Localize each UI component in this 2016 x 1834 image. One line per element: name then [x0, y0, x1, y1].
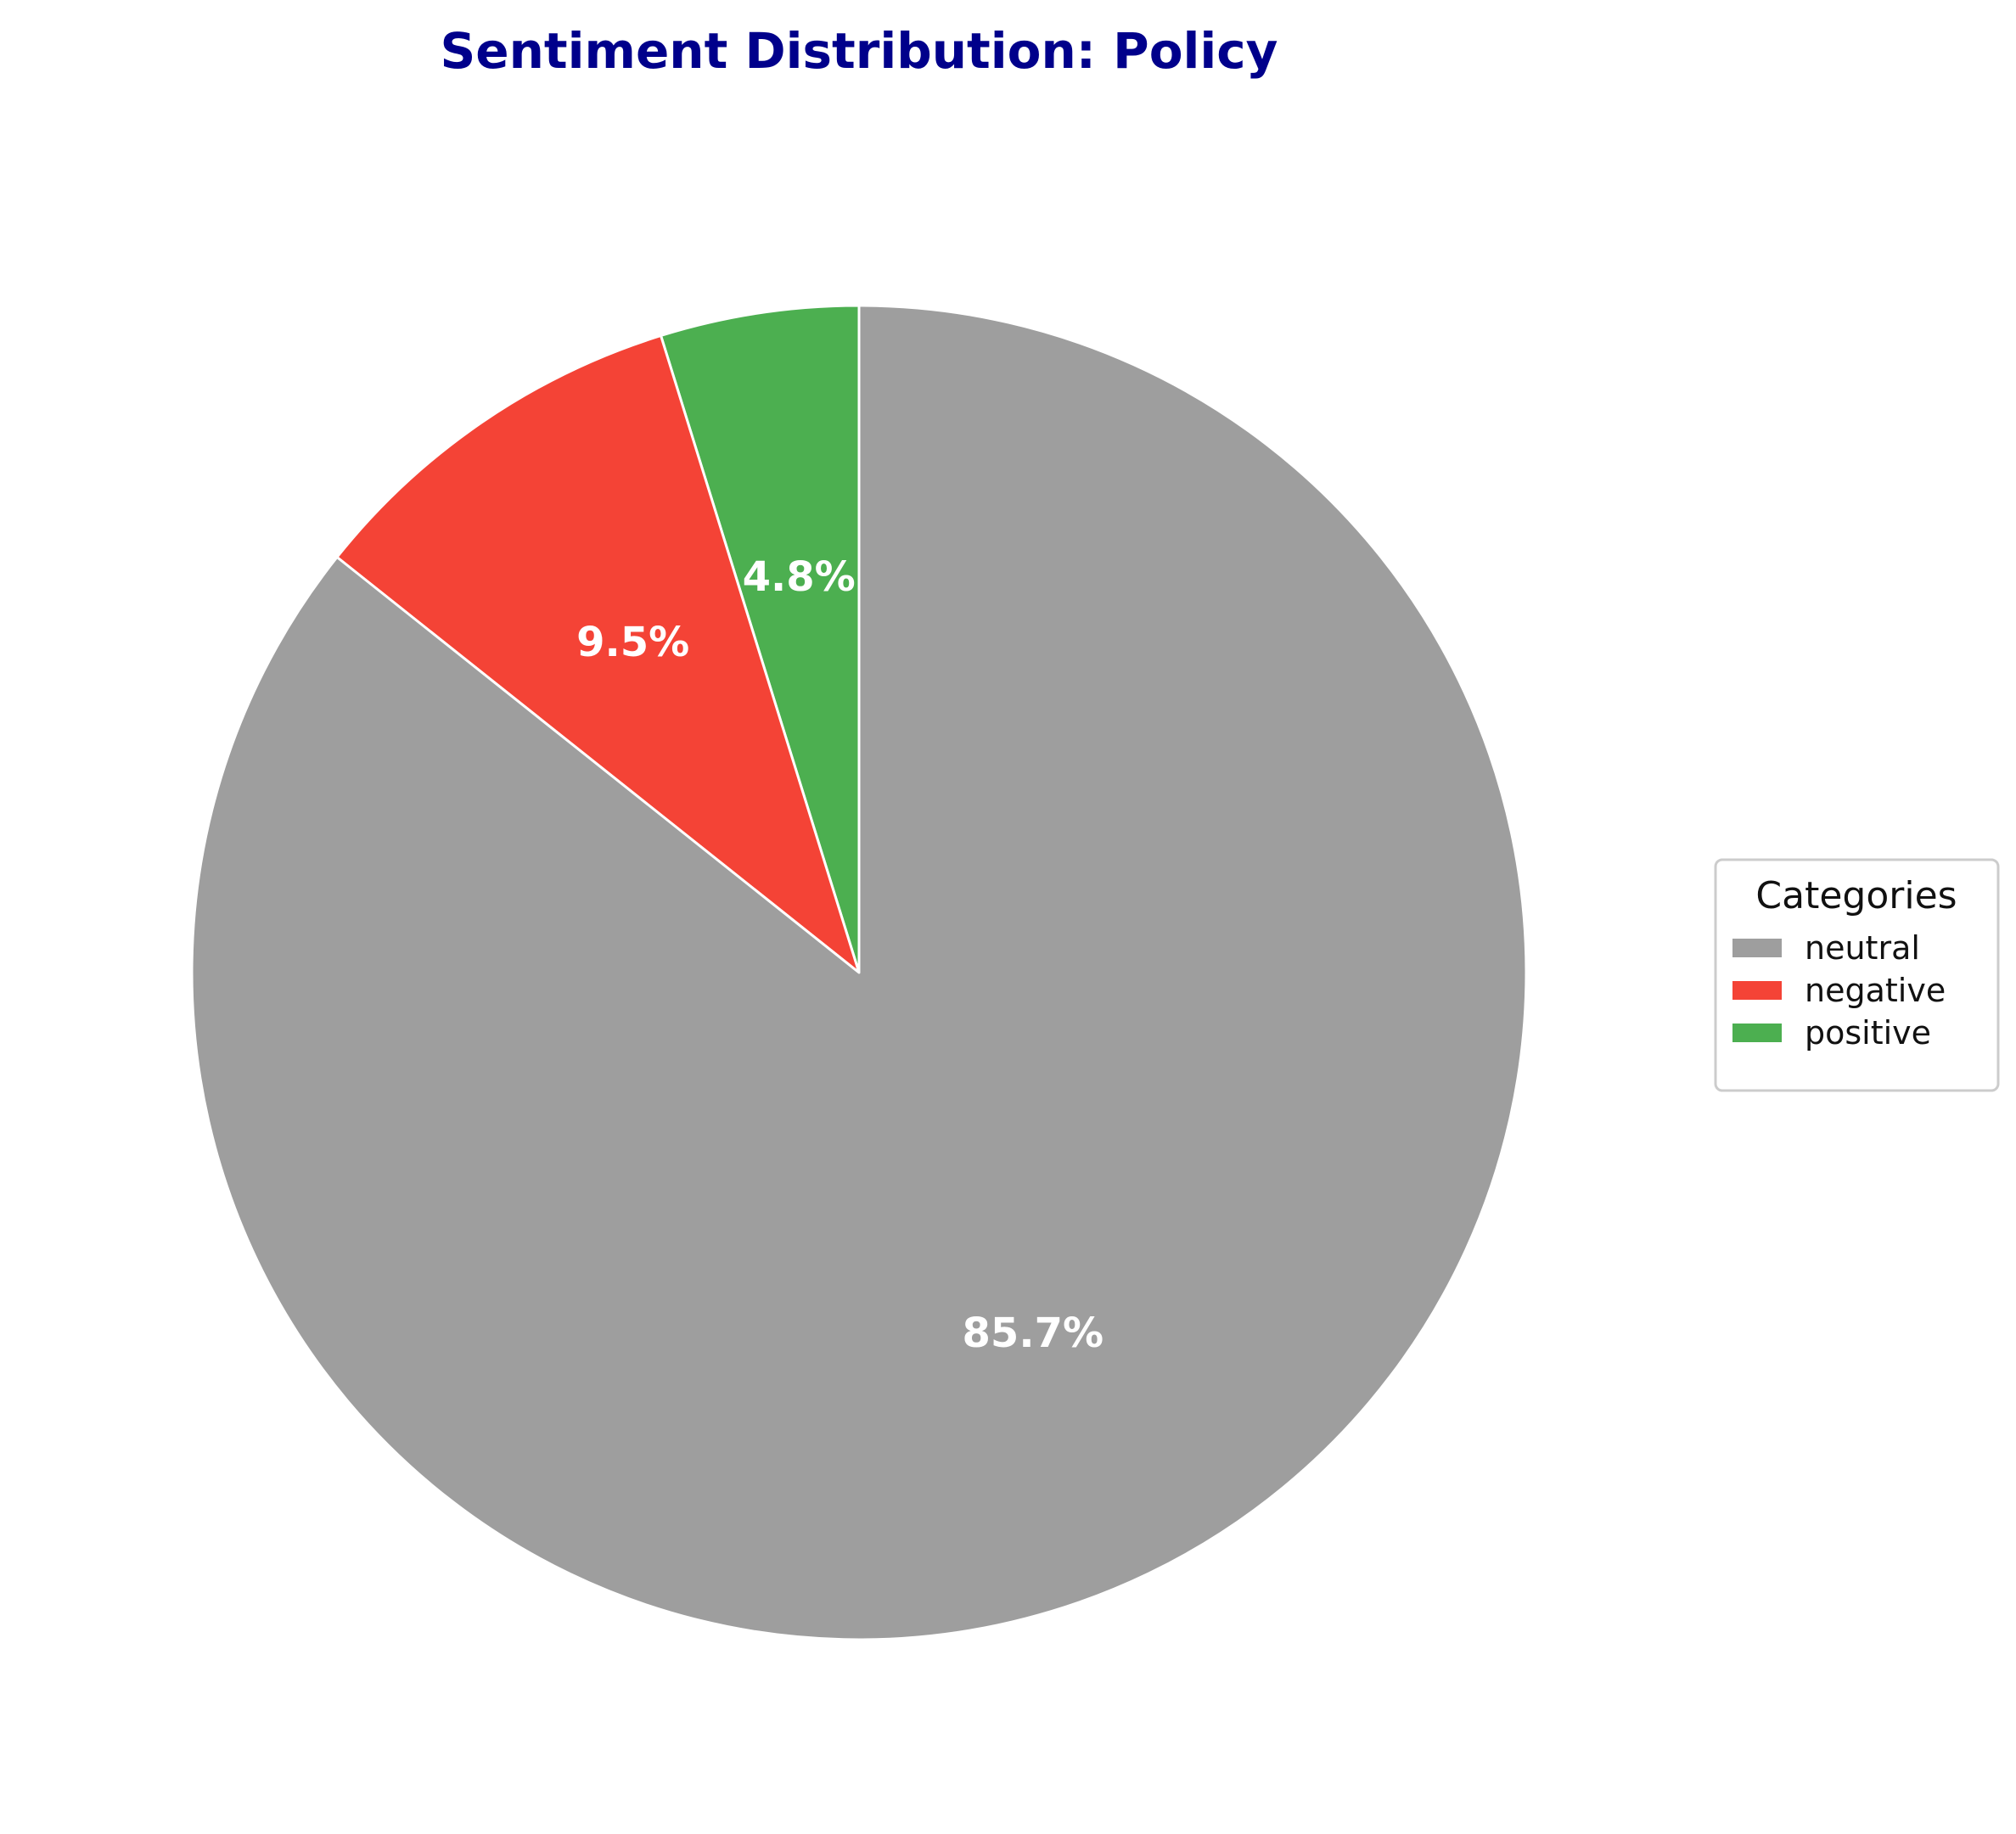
pie-slice-neutral [190, 304, 1528, 1641]
legend-frame [1714, 858, 2000, 1092]
pie-slice-negative [335, 334, 861, 974]
legend-items: neutral negative positive [1732, 929, 1946, 1052]
legend-title: Categories [1755, 874, 1957, 917]
legend-swatch-positive [1732, 1024, 1782, 1042]
pie-slice-labels: 4.8% 9.5% 85.7% [576, 553, 1103, 1357]
legend-label-positive: positive [1805, 1014, 1931, 1052]
legend-swatch-neutral [1732, 939, 1782, 957]
slice-label-neutral: 85.7% [963, 1310, 1104, 1357]
legend-swatch-negative [1732, 981, 1782, 1000]
slice-label-positive: 4.8% [743, 553, 856, 601]
legend: Categories neutral negative positive [1714, 858, 2000, 1092]
pie-slice-positive [660, 304, 861, 974]
legend-label-neutral: neutral [1805, 929, 1920, 967]
chart-title: Sentiment Distribution: Policy [441, 22, 1278, 80]
slice-label-negative: 9.5% [576, 619, 689, 666]
legend-label-negative: negative [1805, 972, 1946, 1009]
pie-slices [190, 304, 1528, 1641]
